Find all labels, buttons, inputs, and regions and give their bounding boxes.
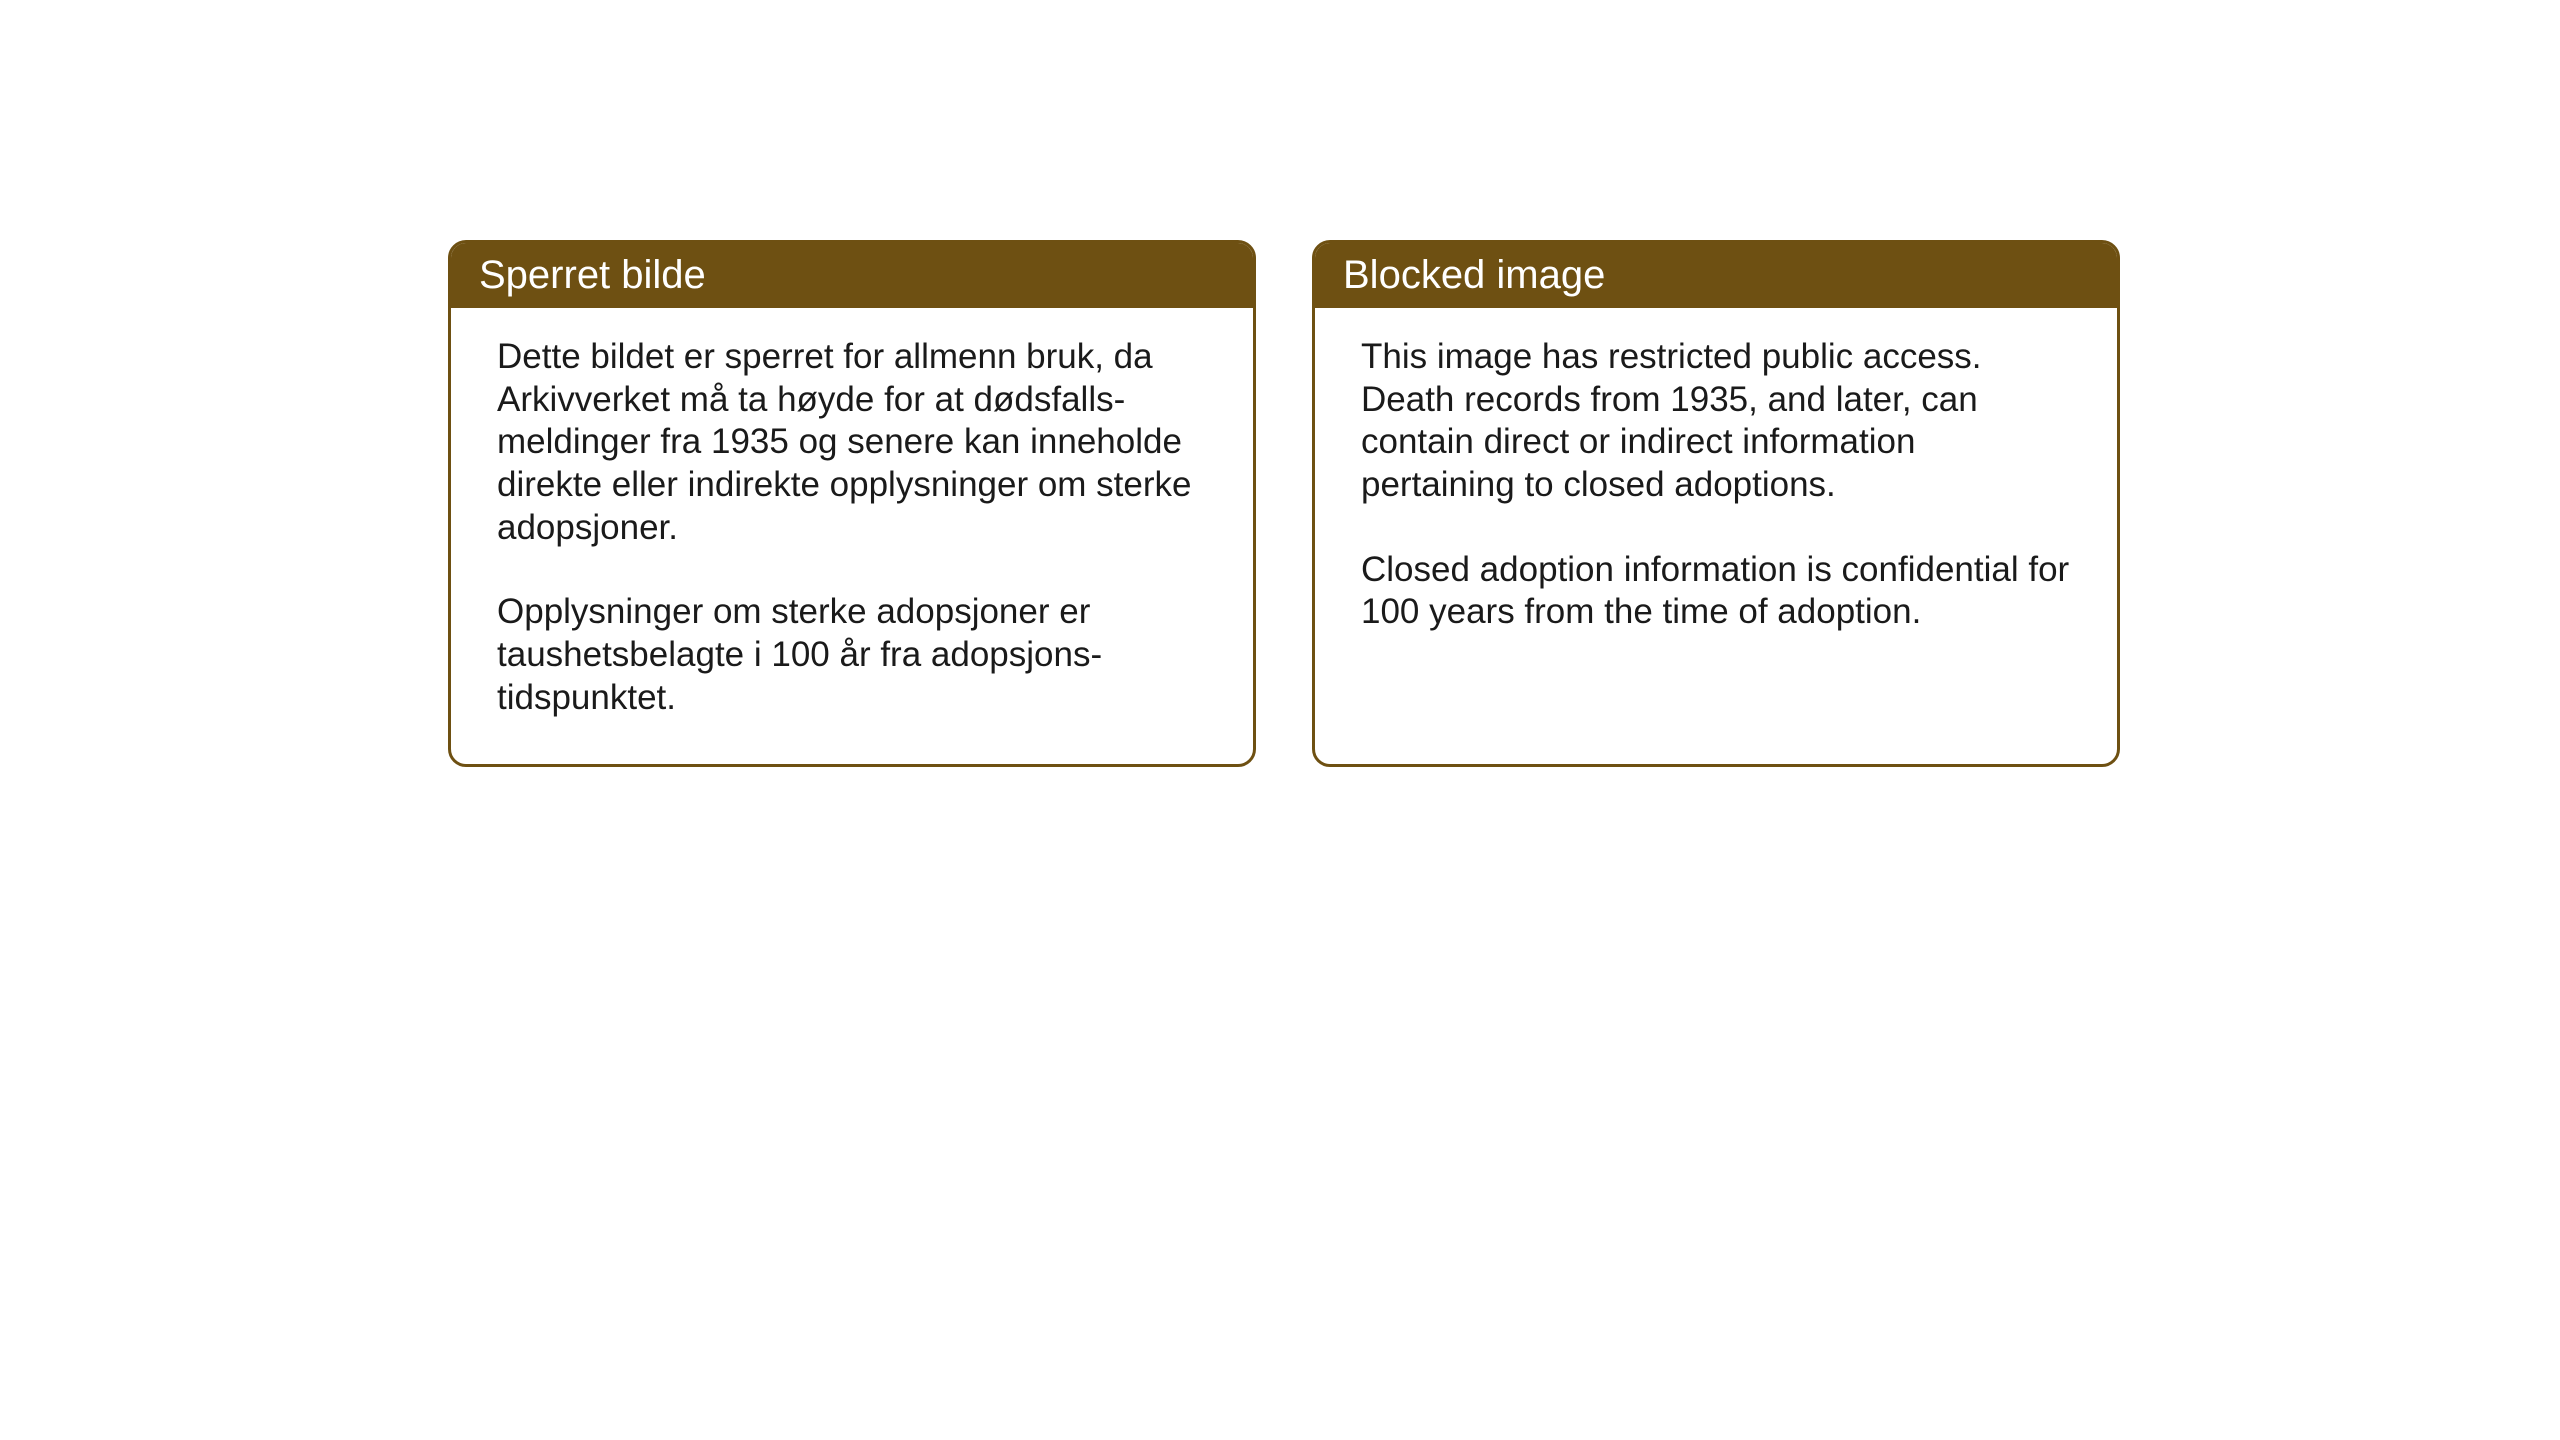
notice-body-norwegian: Dette bildet er sperret for allmenn bruk…	[451, 308, 1253, 764]
notice-card-norwegian: Sperret bilde Dette bildet er sperret fo…	[448, 240, 1256, 767]
notice-paragraph-2-english: Closed adoption information is confident…	[1361, 549, 2071, 634]
notice-body-english: This image has restricted public access.…	[1315, 308, 2117, 678]
notice-paragraph-1-english: This image has restricted public access.…	[1361, 336, 2071, 507]
notice-header-norwegian: Sperret bilde	[451, 243, 1253, 308]
notice-header-english: Blocked image	[1315, 243, 2117, 308]
notice-title-norwegian: Sperret bilde	[479, 253, 706, 297]
notice-paragraph-1-norwegian: Dette bildet er sperret for allmenn bruk…	[497, 336, 1207, 549]
notice-container: Sperret bilde Dette bildet er sperret fo…	[448, 240, 2120, 767]
notice-paragraph-2-norwegian: Opplysninger om sterke adopsjoner er tau…	[497, 591, 1207, 719]
notice-title-english: Blocked image	[1343, 253, 1605, 297]
notice-card-english: Blocked image This image has restricted …	[1312, 240, 2120, 767]
